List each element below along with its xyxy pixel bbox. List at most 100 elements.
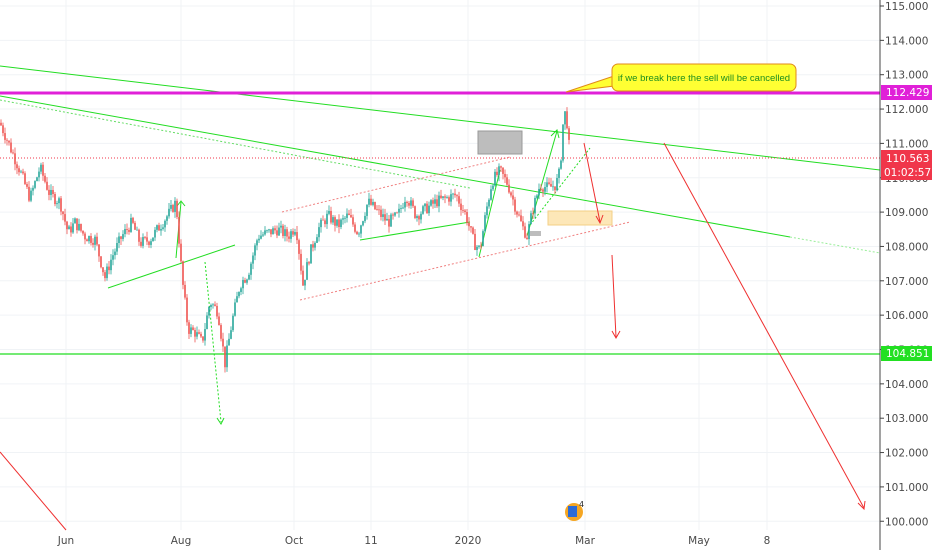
candle-body <box>186 297 188 323</box>
candle-body <box>504 173 506 178</box>
y-axis-ticks: 115.000114.000113.000112.000111.000110.0… <box>880 1 928 528</box>
red-arrow-2-head <box>611 330 621 340</box>
candle-body <box>344 217 346 219</box>
svg-text:104.851: 104.851 <box>886 348 929 360</box>
candle-body <box>360 225 362 234</box>
candle-body <box>80 223 82 231</box>
candle-body <box>322 219 324 221</box>
candle-body <box>146 237 148 242</box>
candle-body <box>84 233 86 240</box>
candle-body <box>30 190 32 201</box>
candle-body <box>278 227 280 236</box>
x-tick-label: Aug <box>171 535 192 547</box>
candle-body <box>208 307 210 316</box>
candle-body <box>72 223 74 233</box>
candle-body <box>56 203 58 205</box>
candle-body <box>506 177 508 185</box>
candle-body <box>202 336 204 341</box>
channel-bottom <box>299 221 631 301</box>
svg-text:01:02:57: 01:02:57 <box>884 167 931 179</box>
candle-body <box>402 207 404 209</box>
candle-body <box>496 171 498 176</box>
red-arrow-1 <box>583 142 601 223</box>
y-tick-label: 115.000 <box>885 1 928 13</box>
callout-box <box>611 63 797 92</box>
candle-body <box>310 244 312 264</box>
candle-body <box>76 218 78 231</box>
y-tick-label: 109.000 <box>885 207 928 219</box>
candle-body <box>140 241 142 246</box>
candle-body <box>418 216 420 220</box>
candle-body <box>222 338 224 347</box>
candle-body <box>58 198 60 204</box>
candle-body <box>328 210 330 214</box>
candle-body <box>94 236 96 245</box>
candle-body <box>404 201 406 208</box>
candle-body <box>46 181 48 190</box>
candle-body <box>554 186 556 191</box>
candle-body <box>170 205 172 209</box>
grey-zone <box>477 130 523 155</box>
candle-body <box>266 230 268 232</box>
candle-body <box>268 229 270 231</box>
candle-body <box>340 219 342 228</box>
candle-body <box>52 189 54 195</box>
candle-body <box>228 338 230 346</box>
candle-body <box>296 232 298 241</box>
candle-body <box>316 237 318 243</box>
candle-body <box>64 214 66 222</box>
candle-body <box>26 184 28 187</box>
candle-body <box>384 214 386 221</box>
callout-text: if we break here the sell will be cancel… <box>618 73 790 84</box>
candle-body <box>548 182 550 184</box>
candle-body <box>566 111 568 129</box>
candle-body <box>142 237 144 246</box>
candle-body <box>512 195 514 200</box>
candle-body <box>494 171 496 186</box>
candle-body <box>500 166 502 168</box>
candle-body <box>90 236 92 243</box>
candle-body <box>362 221 364 226</box>
candle-body <box>254 245 256 256</box>
candle-body <box>562 124 564 161</box>
candle-body <box>6 139 8 141</box>
candle-body <box>466 212 468 223</box>
event-icon[interactable]: 4 <box>565 500 584 521</box>
green-impulse-up-2 <box>526 130 558 237</box>
green-dotted-up <box>529 147 591 226</box>
candle-body <box>180 243 182 262</box>
candle-body <box>20 171 22 173</box>
candle-body <box>442 196 444 198</box>
candle-body <box>262 234 264 236</box>
candle-body <box>386 218 388 221</box>
candle-body <box>480 245 482 247</box>
channel-top <box>281 156 511 213</box>
candle-body <box>88 236 90 242</box>
candle-body <box>240 288 242 293</box>
candle-body <box>282 225 284 236</box>
candle-body <box>34 181 36 188</box>
price-label-last: 110.563 01:02:57 <box>881 150 932 180</box>
candle-body <box>38 171 40 178</box>
candle-body <box>356 231 358 235</box>
candle-body <box>246 279 248 283</box>
trendline-short-1 <box>107 244 236 289</box>
candle-body <box>358 233 360 235</box>
candle-body <box>220 325 222 339</box>
candle-body <box>68 226 70 230</box>
candle-body <box>292 231 294 235</box>
svg-text:110.563: 110.563 <box>886 153 929 165</box>
candle-body <box>502 167 504 174</box>
candle-body <box>538 188 540 196</box>
candle-body <box>24 173 26 185</box>
candle-body <box>168 208 170 217</box>
x-tick-label: 2020 <box>455 535 482 547</box>
candle-body <box>70 226 72 233</box>
candle-body <box>390 214 392 227</box>
candle-body <box>136 229 138 231</box>
y-tick-label: 100.000 <box>885 516 928 528</box>
target-zone <box>547 210 613 226</box>
candle-body <box>284 229 286 236</box>
candle-body <box>434 199 436 204</box>
